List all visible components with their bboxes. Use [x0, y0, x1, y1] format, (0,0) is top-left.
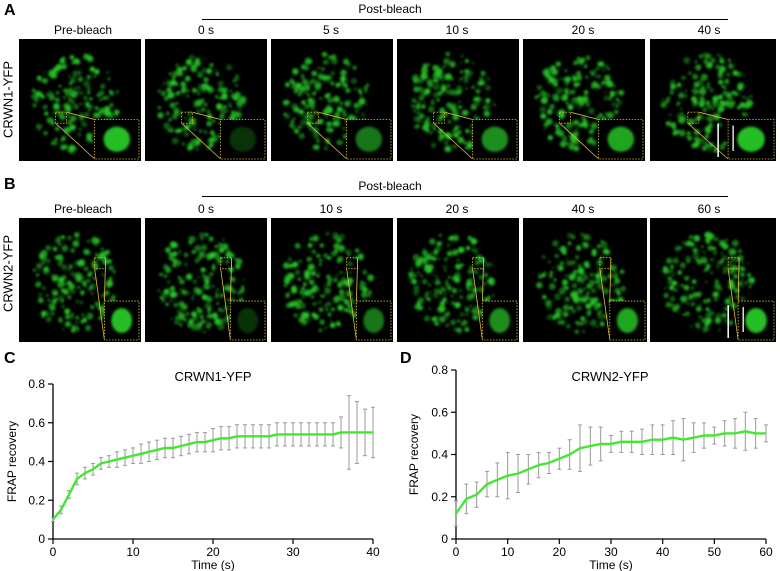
panel-a-micrograph	[145, 39, 267, 161]
x-tick-label: 0	[50, 545, 57, 559]
frap-chart-1: CRWN1-YFP 0 10 20 30 40 0 0.2 0.4 0.6 0.8 Time (s) F…	[5, 369, 380, 571]
micrograph-image	[283, 231, 392, 341]
y-axis-label: FRAP recovery	[407, 414, 421, 495]
series-line	[455, 430, 766, 515]
y-tick-label: 0.8	[431, 363, 448, 377]
panel-c-letter: C	[4, 350, 16, 367]
micrograph-image	[157, 54, 266, 160]
panel-b-frame-label: 40 s	[571, 202, 595, 216]
error-bar	[454, 500, 458, 527]
x-tick-label: 0	[453, 545, 460, 559]
micrograph-image	[662, 231, 775, 341]
panel-a-letter: A	[4, 2, 16, 19]
panel-b-letter: B	[4, 176, 16, 193]
panel-d-letter: D	[400, 350, 412, 367]
x-tick-label: 60	[759, 545, 773, 559]
panel-a-post-bleach-bracket	[202, 19, 728, 20]
x-tick-label: 20	[553, 545, 567, 559]
x-tick-label: 40	[366, 545, 380, 559]
panel-a-frame-label: 5 s	[322, 23, 339, 37]
x-tick-label: 50	[708, 545, 722, 559]
panel-a-frame-label: 40 s	[697, 23, 721, 37]
panel-a-frame-label: 20 s	[571, 23, 595, 37]
panel-a-micrograph	[523, 39, 645, 161]
panel-b-micrograph	[523, 218, 647, 342]
panel-a-frame-label: 10 s	[445, 23, 469, 37]
micrograph-image	[31, 53, 140, 160]
micrograph-image	[536, 232, 646, 341]
x-tick-label: 20	[206, 545, 220, 559]
x-axis-label: Time (s)	[589, 558, 633, 571]
panel-a-micrograph	[397, 39, 519, 161]
y-tick-label: 0.6	[28, 416, 45, 430]
panel-b-frame-label: 60 s	[697, 202, 721, 216]
panel-b-frame-label: Pre-bleach	[53, 202, 113, 216]
x-tick-label: 40	[656, 545, 670, 559]
micrograph-image	[33, 232, 140, 341]
panel-b-frame-label: 0 s	[197, 202, 214, 216]
x-tick-label: 10	[501, 545, 515, 559]
panel-a-micrograph	[650, 39, 776, 161]
y-tick-label: 0	[38, 532, 45, 546]
x-tick-label: 30	[604, 545, 618, 559]
x-tick-label: 30	[286, 545, 300, 559]
y-tick-label: 0.2	[431, 490, 448, 504]
y-tick-label: 0.4	[28, 455, 45, 469]
panel-b-frame-label: 20 s	[445, 202, 469, 216]
chart-title: CRWN2-YFP	[571, 369, 648, 384]
panel-a-frame-label: Pre-bleach	[53, 23, 113, 37]
panel-b-post-bleach-bracket	[202, 196, 728, 197]
micrograph-image	[534, 55, 644, 160]
micrograph-image	[157, 232, 266, 341]
panel-b-micrograph	[145, 218, 267, 342]
chart-title: CRWN1-YFP	[174, 369, 251, 384]
y-tick-label: 0	[441, 532, 448, 546]
panel-b-micrograph	[397, 218, 519, 342]
y-tick-label: 0.6	[431, 405, 448, 419]
y-axis-label: FRAP recovery	[5, 421, 19, 502]
panel-a-post-bleach-label: Post-bleach	[358, 2, 422, 16]
panel-b-post-bleach-label: Post-bleach	[358, 179, 422, 193]
panel-b-frame-label: 10 s	[319, 202, 343, 216]
y-tick-label: 0.2	[28, 493, 45, 507]
y-tick-label: 0.8	[28, 377, 45, 391]
frap-chart-2: CRWN2-YFP 0 10 20 30 40 50 60 0 0.2 0.4 0.6 0.8 Time …	[407, 363, 773, 571]
micrograph-image	[660, 52, 775, 160]
panel-a-micrograph	[19, 39, 141, 161]
micrograph-image	[282, 51, 392, 160]
micrograph-image	[408, 233, 518, 341]
panel-b-micrograph	[650, 218, 776, 342]
y-tick-label: 0.4	[431, 448, 448, 462]
panel-b-micrograph	[271, 218, 393, 342]
panel-a-frame-label: 0 s	[197, 23, 214, 37]
x-tick-label: 10	[126, 545, 140, 559]
x-axis-label: Time (s)	[191, 558, 235, 571]
panel-a-micrograph	[271, 39, 393, 161]
panel-b-micrograph	[19, 218, 141, 342]
micrograph-image	[409, 51, 518, 160]
series-line	[52, 431, 373, 521]
